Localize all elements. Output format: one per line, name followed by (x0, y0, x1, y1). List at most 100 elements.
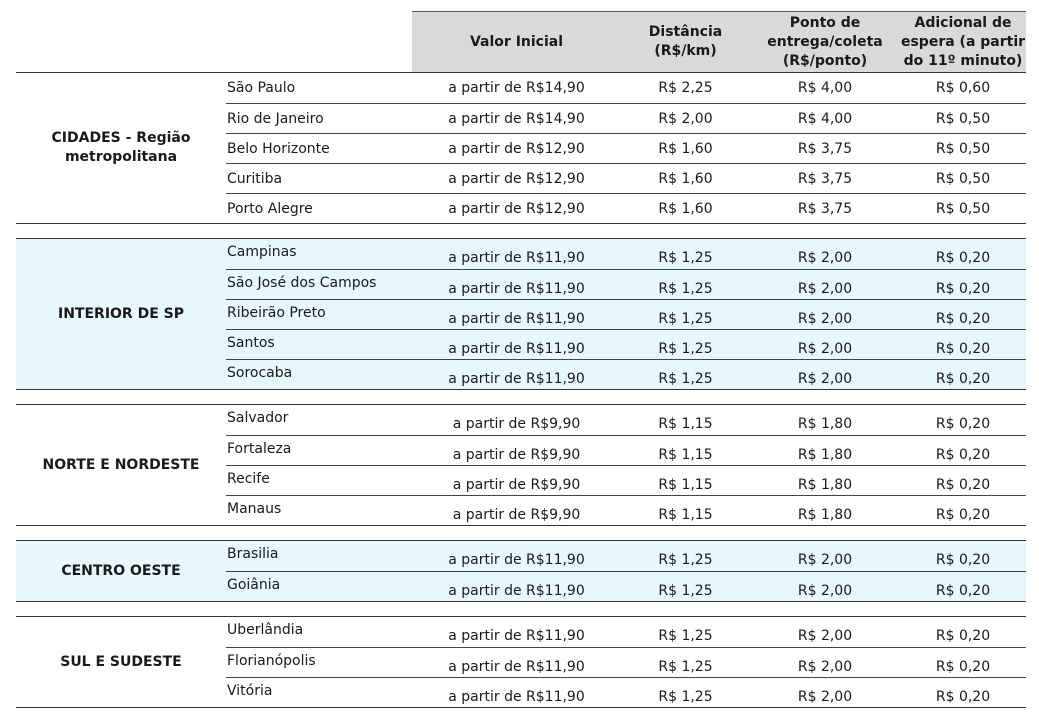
ponto-cell: R$ 1,80 (797, 476, 853, 493)
city-cell: Santos (227, 335, 275, 351)
espera-cell: R$ 0,20 (935, 370, 991, 387)
city-cell: São José dos Campos (227, 275, 377, 291)
region-label: CIDADES - Região metropolitana (51, 130, 191, 165)
city-cell: Florianópolis (227, 653, 316, 669)
espera-cell: R$ 0,20 (935, 552, 991, 568)
espera-cell: R$ 0,20 (935, 446, 991, 463)
table-row: Recife a partir de R$9,90 R$ 1,15 R$ 1,80 R$… (226, 465, 1026, 495)
city-cell: Ribeirão Preto (227, 305, 326, 321)
valor-inicial-cell: a partir de R$12,90 (448, 170, 585, 187)
city-cell: Recife (227, 471, 270, 487)
group-spacer (16, 390, 1026, 404)
city-cell: Goiânia (227, 577, 281, 593)
valor-inicial-cell: a partir de R$9,90 (452, 476, 581, 493)
espera-cell: R$ 0,20 (935, 628, 991, 644)
city-cell: Brasilia (227, 546, 279, 562)
valor-inicial-cell: a partir de R$9,90 (452, 416, 581, 432)
espera-cell: R$ 0,20 (935, 506, 991, 523)
table-header: Valor Inicial Distância (R$/km) Ponto de… (16, 11, 1026, 73)
region-label: CENTRO OESTE (61, 562, 181, 579)
ponto-cell: R$ 2,00 (797, 370, 853, 387)
valor-inicial-cell: a partir de R$11,90 (448, 628, 585, 644)
city-cell: Vitória (227, 683, 273, 699)
valor-inicial-cell: a partir de R$11,90 (448, 552, 585, 568)
table-row: Goiânia a partir de R$11,90 R$ 1,25 R$ 2,00… (226, 571, 1026, 601)
espera-cell: R$ 0,20 (935, 340, 991, 357)
distancia-cell: R$ 1,15 (658, 476, 713, 493)
ponto-cell: R$ 4,00 (797, 80, 853, 96)
ponto-cell: R$ 2,00 (797, 628, 853, 644)
ponto-cell: R$ 2,00 (797, 310, 853, 327)
distancia-cell: R$ 1,15 (658, 506, 713, 523)
table-row: Vitória a partir de R$11,90 R$ 1,25 R$ 2,00… (226, 677, 1026, 707)
ponto-cell: R$ 1,80 (797, 416, 853, 432)
table-row: Florianópolis a partir de R$11,90 R$ 1,25 R… (226, 647, 1026, 677)
region-rows: Uberlândia a partir de R$11,90 R$ 1,25 R$ 2… (226, 617, 1026, 707)
valor-inicial-cell: a partir de R$11,90 (448, 250, 585, 266)
group-spacer (16, 224, 1026, 238)
ponto-cell: R$ 1,80 (797, 506, 853, 523)
distancia-cell: R$ 1,60 (658, 140, 713, 157)
ponto-cell: R$ 3,75 (797, 200, 853, 217)
table-row: Porto Alegre a partir de R$12,90 R$ 1,60 R$… (226, 193, 1026, 223)
distancia-cell: R$ 1,25 (658, 658, 713, 675)
ponto-cell: R$ 2,00 (797, 552, 853, 568)
header-distancia: Distância (R$/km) (621, 11, 750, 72)
distancia-cell: R$ 1,25 (658, 582, 713, 599)
ponto-cell: R$ 3,75 (797, 170, 853, 187)
valor-inicial-cell: a partir de R$11,90 (448, 340, 585, 357)
ponto-cell: R$ 2,00 (797, 280, 853, 297)
espera-cell: R$ 0,20 (935, 416, 991, 432)
distancia-cell: R$ 1,15 (658, 416, 713, 432)
table-row: Salvador a partir de R$9,90 R$ 1,15 R$ 1,80… (226, 405, 1026, 435)
city-cell: Uberlândia (227, 622, 304, 638)
espera-cell: R$ 0,20 (935, 476, 991, 493)
region-group: CIDADES - Região metropolitana São Paulo a… (16, 73, 1026, 224)
distancia-cell: R$ 2,25 (658, 80, 713, 96)
region-group: SUL E SUDESTE Uberlândia a partir de R$11,… (16, 616, 1026, 708)
region-group: INTERIOR DE SP Campinas a partir de R$11,9… (16, 238, 1026, 390)
espera-cell: R$ 0,20 (935, 688, 991, 705)
distancia-cell: R$ 1,25 (658, 370, 713, 387)
city-cell: Porto Alegre (227, 200, 313, 217)
distancia-cell: R$ 1,15 (658, 446, 713, 463)
espera-cell: R$ 0,20 (935, 310, 991, 327)
region-rows: Salvador a partir de R$9,90 R$ 1,15 R$ 1,80… (226, 405, 1026, 525)
distancia-cell: R$ 1,25 (658, 688, 713, 705)
city-cell: Salvador (227, 410, 289, 426)
distancia-cell: R$ 1,25 (658, 628, 713, 644)
valor-inicial-cell: a partir de R$12,90 (448, 140, 585, 157)
espera-cell: R$ 0,20 (935, 280, 991, 297)
table-row: Ribeirão Preto a partir de R$11,90 R$ 1,25… (226, 299, 1026, 329)
valor-inicial-cell: a partir de R$11,90 (448, 310, 585, 327)
espera-cell: R$ 0,20 (935, 658, 991, 675)
city-cell: São Paulo (227, 80, 296, 96)
city-cell: Belo Horizonte (227, 140, 330, 157)
valor-inicial-cell: a partir de R$14,90 (448, 110, 585, 127)
ponto-cell: R$ 2,00 (797, 688, 853, 705)
valor-inicial-cell: a partir de R$9,90 (452, 446, 581, 463)
distancia-cell: R$ 1,25 (658, 250, 713, 266)
espera-cell: R$ 0,60 (935, 80, 991, 96)
table-row: Sorocaba a partir de R$11,90 R$ 1,25 R$ 2,0… (226, 359, 1026, 389)
region-group: CENTRO OESTE Brasilia a partir de R$11,90 R… (16, 540, 1026, 602)
distancia-cell: R$ 1,25 (658, 340, 713, 357)
ponto-cell: R$ 3,75 (797, 140, 853, 157)
distancia-cell: R$ 1,60 (658, 170, 713, 187)
region-rows: Campinas a partir de R$11,90 R$ 1,25 R$ 2,0… (226, 239, 1026, 389)
espera-cell: R$ 0,50 (935, 140, 991, 157)
table-row: Brasilia a partir de R$11,90 R$ 1,25 R$ 2,0… (226, 541, 1026, 571)
table-row: Belo Horizonte a partir de R$12,90 R$ 1,60… (226, 133, 1026, 163)
city-cell: Manaus (227, 501, 282, 517)
ponto-cell: R$ 1,80 (797, 446, 853, 463)
distancia-cell: R$ 1,60 (658, 200, 713, 217)
region-group: NORTE E NORDESTE Salvador a partir de R$9,… (16, 404, 1026, 526)
ponto-cell: R$ 2,00 (797, 250, 853, 266)
table-row: Rio de Janeiro a partir de R$14,90 R$ 2,00… (226, 103, 1026, 133)
valor-inicial-cell: a partir de R$11,90 (448, 688, 585, 705)
table-row: São Paulo a partir de R$14,90 R$ 2,25 R$ 4,… (226, 73, 1026, 103)
city-cell: Rio de Janeiro (227, 110, 324, 127)
header-valor-inicial: Valor Inicial (412, 11, 621, 72)
table-row: Manaus a partir de R$9,90 R$ 1,15 R$ 1,80 R$… (226, 495, 1026, 525)
city-cell: Campinas (227, 244, 297, 260)
